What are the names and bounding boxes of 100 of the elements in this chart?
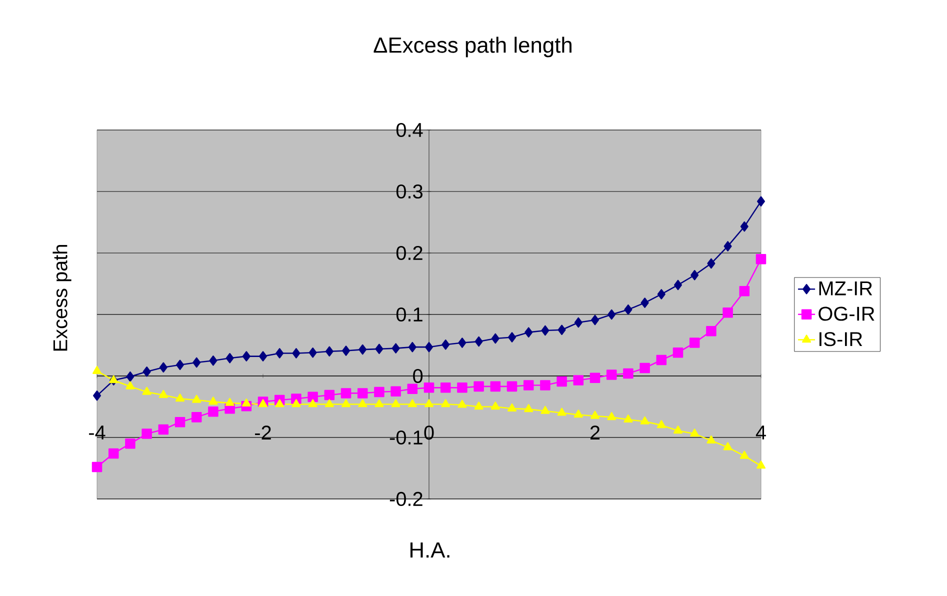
point	[508, 332, 516, 342]
point	[308, 392, 318, 402]
point	[158, 424, 169, 435]
point	[242, 351, 250, 362]
point	[474, 402, 484, 410]
x-axis-title: H.A.	[410, 542, 450, 558]
point	[358, 399, 368, 408]
point	[142, 366, 151, 377]
point	[756, 196, 766, 206]
point	[590, 410, 600, 419]
point	[474, 381, 484, 392]
point	[724, 241, 732, 252]
point	[324, 390, 335, 400]
point	[358, 344, 367, 355]
point	[590, 314, 600, 326]
point	[374, 399, 384, 408]
point	[142, 386, 152, 395]
point	[640, 362, 650, 374]
point	[191, 412, 202, 422]
point	[491, 333, 500, 344]
point	[258, 399, 268, 408]
point	[674, 280, 682, 290]
point	[125, 438, 136, 449]
point	[740, 221, 748, 232]
point	[192, 357, 201, 368]
point	[756, 254, 766, 264]
point	[558, 324, 566, 335]
x-tick-label: -2	[255, 426, 271, 440]
point	[424, 382, 434, 393]
point	[657, 289, 666, 300]
point	[408, 342, 416, 352]
point	[176, 360, 184, 370]
point	[690, 270, 699, 280]
point	[506, 381, 518, 392]
point	[375, 344, 384, 354]
chart-title: ΔExcess path length	[374, 36, 572, 58]
point	[424, 342, 434, 352]
point	[275, 399, 284, 408]
point	[208, 406, 218, 417]
point	[540, 406, 550, 414]
point	[458, 400, 467, 408]
point	[126, 371, 134, 382]
point	[441, 399, 450, 408]
point	[92, 390, 102, 401]
point	[209, 355, 218, 366]
y-axis-title: Excess path	[52, 245, 72, 351]
point	[325, 346, 334, 357]
point	[640, 298, 649, 308]
point	[507, 403, 517, 412]
point	[524, 327, 533, 338]
point	[557, 408, 566, 416]
point	[490, 381, 501, 392]
point	[292, 348, 300, 358]
point	[458, 338, 466, 348]
point	[440, 382, 451, 393]
point	[723, 442, 732, 450]
point	[640, 416, 650, 424]
point	[175, 394, 185, 402]
point	[706, 435, 716, 444]
point	[158, 390, 168, 398]
point	[689, 338, 700, 348]
point	[391, 399, 400, 408]
point	[258, 351, 268, 362]
point	[374, 386, 384, 398]
point	[424, 399, 434, 408]
point	[524, 404, 534, 412]
point	[357, 388, 368, 398]
x-tick-label: 0	[424, 426, 434, 440]
point	[672, 347, 684, 358]
point	[707, 258, 716, 269]
point	[392, 343, 400, 354]
point	[159, 362, 168, 373]
point	[606, 370, 617, 380]
point	[208, 396, 218, 405]
point	[722, 308, 733, 318]
point	[92, 366, 102, 374]
point	[408, 399, 417, 408]
point	[242, 398, 251, 407]
point	[442, 339, 450, 350]
point	[308, 347, 317, 358]
point	[574, 317, 582, 328]
point	[474, 336, 483, 347]
point	[324, 399, 334, 408]
point	[226, 353, 234, 364]
legend-label: IS-IR	[820, 332, 862, 346]
point	[656, 420, 666, 428]
point	[573, 375, 584, 386]
point	[656, 354, 667, 366]
point	[608, 309, 616, 320]
point	[341, 399, 351, 408]
point	[756, 460, 766, 469]
point	[556, 376, 567, 387]
x-tick-label: 2	[590, 426, 600, 440]
point	[292, 399, 301, 408]
point	[541, 325, 550, 336]
point	[407, 384, 418, 394]
x-tick-label: 4	[756, 426, 766, 440]
point	[624, 414, 633, 423]
point	[276, 348, 284, 358]
legend-label: OG-IR	[818, 306, 874, 321]
